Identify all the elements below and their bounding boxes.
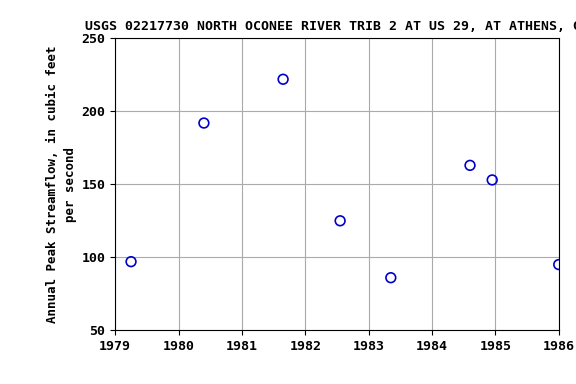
Point xyxy=(386,275,395,281)
Point xyxy=(278,76,287,82)
Point xyxy=(335,218,344,224)
Point xyxy=(199,120,209,126)
Point xyxy=(126,258,135,265)
Title: USGS 02217730 NORTH OCONEE RIVER TRIB 2 AT US 29, AT ATHENS, GA: USGS 02217730 NORTH OCONEE RIVER TRIB 2 … xyxy=(85,20,576,33)
Point xyxy=(487,177,497,183)
Point xyxy=(554,262,563,268)
Point xyxy=(465,162,475,169)
Y-axis label: Annual Peak Streamflow, in cubic feet
per second: Annual Peak Streamflow, in cubic feet pe… xyxy=(46,46,77,323)
